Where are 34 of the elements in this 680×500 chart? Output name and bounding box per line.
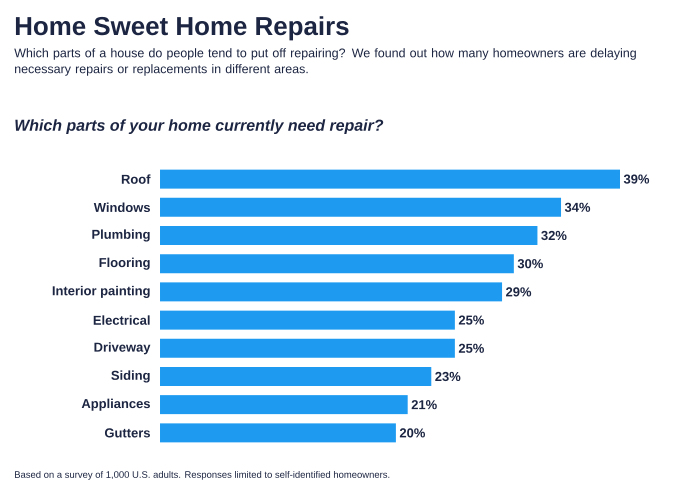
chart-subtitle: Which parts of a house do people tend to put off repairing? We found out how many homeowners are delaying necessary repairs or replacements in different areas. bbox=[14, 48, 636, 76]
data-label: 25% bbox=[458, 316, 484, 325]
y-tick-label: Siding bbox=[111, 370, 150, 383]
y-tick-label: Roof bbox=[122, 174, 151, 184]
text: Which parts of your home currently need repair? bbox=[15, 119, 384, 134]
bar bbox=[160, 310, 455, 330]
y-tick-label: Interior painting bbox=[52, 286, 150, 298]
y-tick-label: Appliances bbox=[82, 398, 150, 411]
y-tick-label: Windows bbox=[94, 202, 150, 212]
data-label: 25% bbox=[458, 344, 484, 353]
bar bbox=[160, 366, 432, 386]
data-label: 39% bbox=[624, 174, 650, 184]
data-label: 21% bbox=[412, 400, 437, 410]
y-tick-label: Driveway bbox=[94, 342, 150, 354]
chart-title: Home Sweet Home Repairs bbox=[16, 16, 349, 40]
y-tick-label: Electrical bbox=[94, 315, 150, 325]
y-tick-label: Gutters bbox=[104, 428, 150, 438]
data-label: 20% bbox=[400, 428, 425, 438]
bar bbox=[160, 254, 514, 274]
bar bbox=[160, 198, 562, 217]
y-tick-label: Plumbing bbox=[92, 229, 150, 242]
bar bbox=[160, 282, 502, 302]
bar bbox=[160, 170, 620, 189]
bar bbox=[160, 395, 408, 414]
data-label: 34% bbox=[564, 202, 590, 212]
text: Based on a survey of 1,000 U.S. adults. Responses limited to self-identified homeowners. bbox=[14, 470, 390, 480]
data-label: 32% bbox=[541, 230, 567, 240]
bar bbox=[160, 338, 455, 358]
data-label: 30% bbox=[518, 259, 543, 268]
data-label: 29% bbox=[506, 287, 532, 296]
data-label: 23% bbox=[435, 372, 460, 382]
y-tick-label: Flooring bbox=[100, 258, 150, 270]
bar bbox=[160, 226, 538, 245]
bar bbox=[160, 423, 396, 442]
